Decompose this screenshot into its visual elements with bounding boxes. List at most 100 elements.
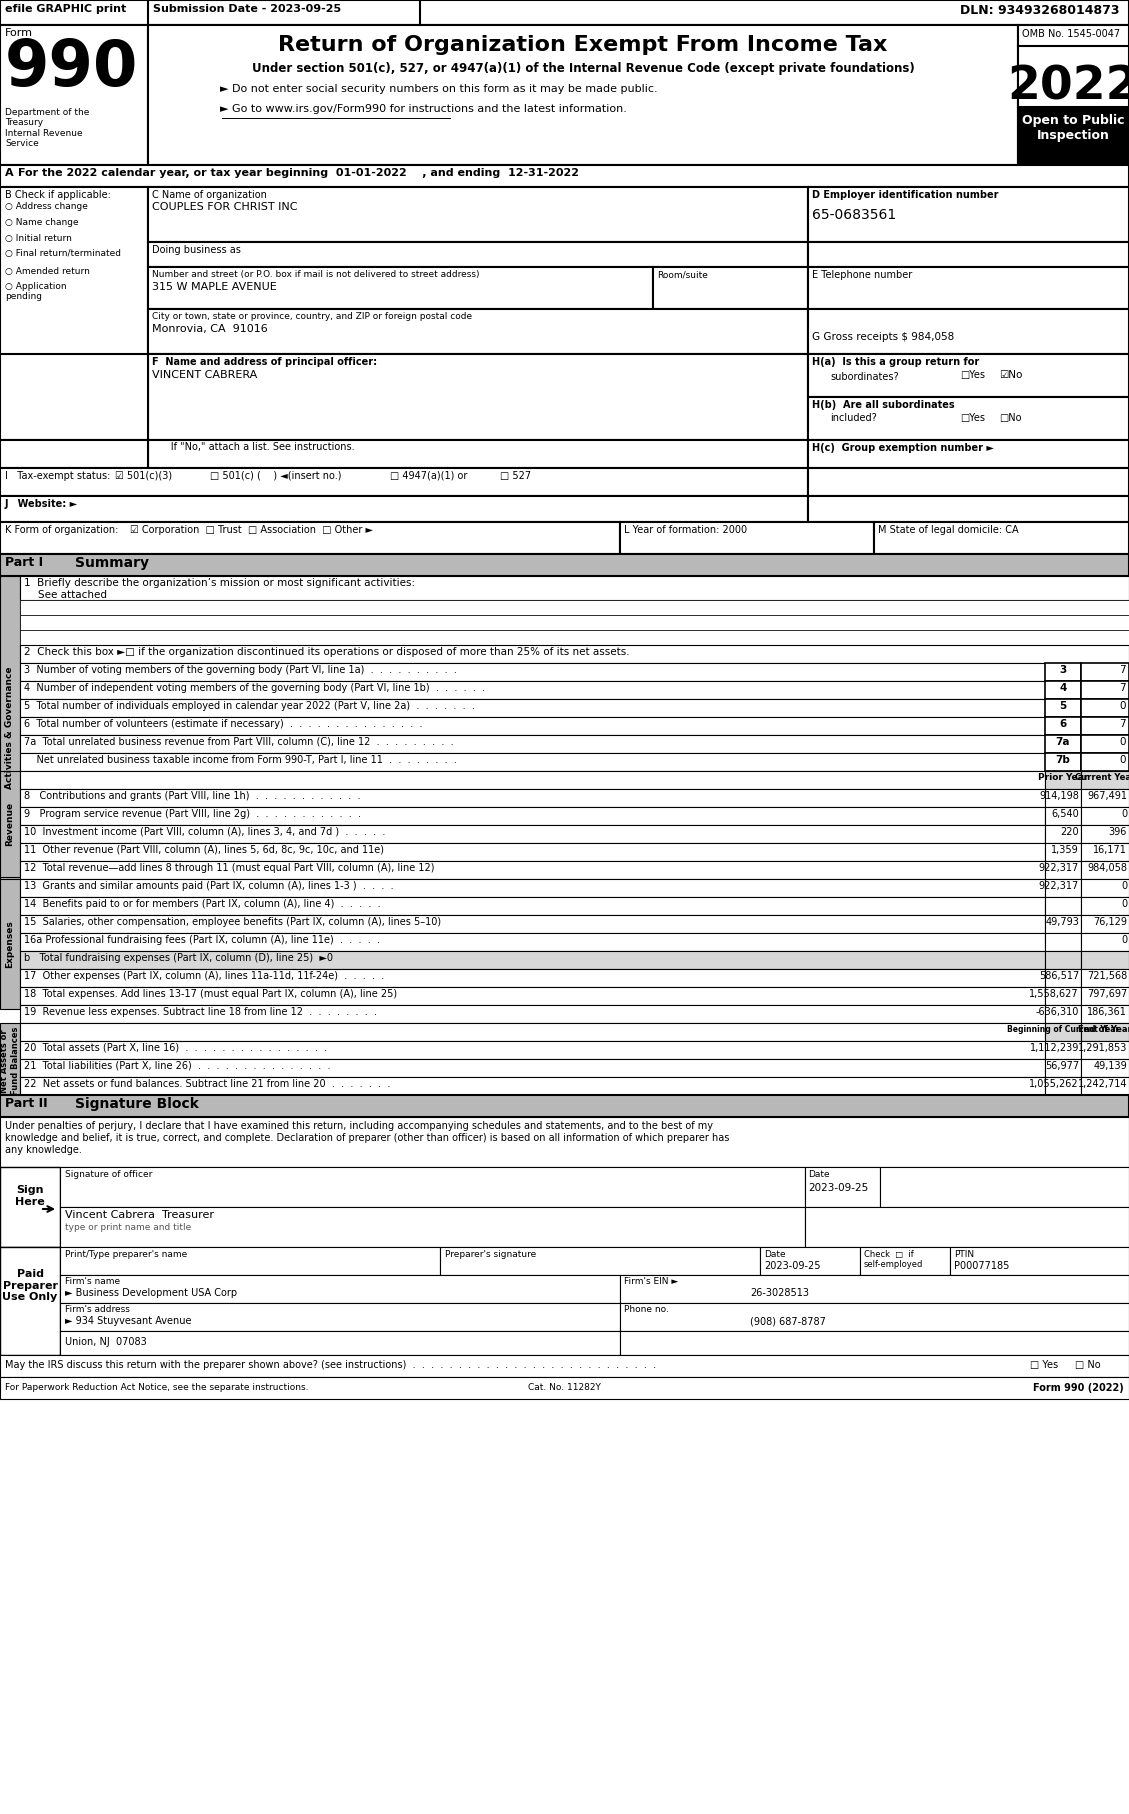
Text: 1,558,627: 1,558,627 — [1030, 989, 1079, 1000]
Text: G Gross receipts $ 984,058: G Gross receipts $ 984,058 — [812, 332, 954, 343]
Text: 76,129: 76,129 — [1093, 918, 1127, 927]
Bar — [20, 862, 1045, 880]
Text: 2023-09-25: 2023-09-25 — [764, 1261, 821, 1272]
Text: D Employer identification number: D Employer identification number — [812, 190, 998, 200]
Text: J   Website: ►: J Website: ► — [5, 499, 78, 510]
Text: 16a Professional fundraising fees (Part IX, column (A), line 11e)  .  .  .  .  .: 16a Professional fundraising fees (Part … — [24, 934, 380, 945]
Text: DLN: 93493268014873: DLN: 93493268014873 — [960, 4, 1119, 16]
Bar — [20, 969, 1045, 987]
Text: 1,112,239: 1,112,239 — [1030, 1043, 1079, 1052]
Bar — [1045, 807, 1080, 825]
Bar — [0, 577, 20, 880]
Bar — [0, 880, 20, 1009]
Text: Submission Date - 2023-09-25: Submission Date - 2023-09-25 — [154, 4, 341, 15]
Text: 7a: 7a — [1056, 736, 1070, 747]
Text: 586,517: 586,517 — [1039, 970, 1079, 981]
Text: 26-3028513: 26-3028513 — [750, 1288, 809, 1299]
Text: End of Year: End of Year — [1078, 1025, 1129, 1034]
Bar — [1080, 914, 1129, 932]
Bar — [1080, 825, 1129, 844]
Text: 7: 7 — [1119, 684, 1126, 693]
Bar — [60, 1166, 805, 1206]
Text: □ 4947(a)(1) or: □ 4947(a)(1) or — [390, 472, 467, 481]
Text: -636,310: -636,310 — [1035, 1007, 1079, 1018]
Bar — [1080, 807, 1129, 825]
Bar — [0, 1166, 60, 1246]
Bar — [148, 441, 808, 468]
Text: 49,139: 49,139 — [1093, 1061, 1127, 1070]
Bar — [1080, 789, 1129, 807]
Text: Check  □  if
self-employed: Check □ if self-employed — [864, 1250, 924, 1270]
Bar — [808, 308, 1129, 354]
Text: For Paperwork Reduction Act Notice, see the separate instructions.: For Paperwork Reduction Act Notice, see … — [5, 1382, 308, 1391]
Text: 186,361: 186,361 — [1087, 1007, 1127, 1018]
Text: 10  Investment income (Part VIII, column (A), lines 3, 4, and 7d )  .  .  .  .  : 10 Investment income (Part VIII, column … — [24, 827, 385, 836]
Text: 16,171: 16,171 — [1093, 845, 1127, 854]
Bar — [20, 629, 1129, 646]
Text: 3  Number of voting members of the governing body (Part VI, line 1a)  .  .  .  .: 3 Number of voting members of the govern… — [24, 666, 457, 675]
Text: Summary: Summary — [75, 557, 149, 570]
Bar — [1045, 914, 1080, 932]
Bar — [808, 354, 1129, 397]
Text: 922,317: 922,317 — [1039, 863, 1079, 873]
Text: P00077185: P00077185 — [954, 1261, 1009, 1272]
Bar — [1080, 1059, 1129, 1078]
Text: 0: 0 — [1120, 736, 1126, 747]
Bar — [1080, 880, 1129, 896]
Bar — [20, 825, 1045, 844]
Text: 5  Total number of individuals employed in calendar year 2022 (Part V, line 2a) : 5 Total number of individuals employed i… — [24, 700, 475, 711]
Text: ○ Application
pending: ○ Application pending — [5, 281, 67, 301]
Text: b   Total fundraising expenses (Part IX, column (D), line 25)  ►0: b Total fundraising expenses (Part IX, c… — [24, 952, 333, 963]
Text: ☑ 501(c)(3): ☑ 501(c)(3) — [115, 472, 172, 481]
Text: Date: Date — [808, 1170, 830, 1179]
Text: ○ Amended return: ○ Amended return — [5, 267, 90, 276]
Text: COUPLES FOR CHRIST INC: COUPLES FOR CHRIST INC — [152, 201, 298, 212]
Bar — [1045, 1078, 1080, 1096]
Bar — [808, 397, 1129, 441]
Bar — [1045, 662, 1080, 680]
Bar — [20, 844, 1045, 862]
Bar — [1045, 680, 1080, 698]
Bar — [20, 914, 1045, 932]
Text: Room/suite: Room/suite — [657, 270, 708, 279]
Bar — [1080, 844, 1129, 862]
Text: L Year of formation: 2000: L Year of formation: 2000 — [624, 524, 747, 535]
Text: □Yes: □Yes — [960, 370, 984, 379]
Bar — [60, 1206, 805, 1246]
Text: Preparer's signature: Preparer's signature — [445, 1250, 536, 1259]
Text: ○ Final return/terminated: ○ Final return/terminated — [5, 249, 121, 258]
Text: Firm's address: Firm's address — [65, 1304, 130, 1313]
Text: Department of the
Treasury
Internal Revenue
Service: Department of the Treasury Internal Reve… — [5, 109, 89, 149]
Text: 396: 396 — [1109, 827, 1127, 836]
Bar — [20, 577, 1129, 600]
Text: 3: 3 — [1059, 666, 1067, 675]
Text: Signature of officer: Signature of officer — [65, 1170, 152, 1179]
Bar — [808, 267, 1129, 308]
Bar — [60, 1275, 620, 1302]
Bar — [1045, 698, 1080, 717]
Bar — [20, 753, 1045, 771]
Bar — [20, 615, 1129, 629]
Bar — [148, 187, 808, 241]
Bar — [1045, 735, 1080, 753]
Bar — [1045, 771, 1080, 789]
Text: 19  Revenue less expenses. Subtract line 18 from line 12  .  .  .  .  .  .  .  .: 19 Revenue less expenses. Subtract line … — [24, 1007, 377, 1018]
Bar — [20, 1078, 1045, 1096]
Bar — [0, 495, 808, 522]
Text: 6  Total number of volunteers (estimate if necessary)  .  .  .  .  .  .  .  .  .: 6 Total number of volunteers (estimate i… — [24, 718, 422, 729]
Text: May the IRS discuss this return with the preparer shown above? (see instructions: May the IRS discuss this return with the… — [5, 1360, 656, 1370]
Bar — [0, 165, 1129, 187]
Bar — [0, 1246, 60, 1355]
Bar — [0, 354, 148, 441]
Text: 6: 6 — [1059, 718, 1067, 729]
Bar — [60, 1246, 440, 1275]
Text: 7: 7 — [1119, 666, 1126, 675]
Text: 967,491: 967,491 — [1087, 791, 1127, 802]
Text: Sign
Here: Sign Here — [15, 1185, 45, 1206]
Bar — [1045, 1005, 1080, 1023]
Text: 11  Other revenue (Part VIII, column (A), lines 5, 6d, 8c, 9c, 10c, and 11e): 11 Other revenue (Part VIII, column (A),… — [24, 845, 384, 854]
Bar — [1080, 735, 1129, 753]
Text: Monrovia, CA  91016: Monrovia, CA 91016 — [152, 325, 268, 334]
Bar — [0, 187, 148, 390]
Bar — [60, 1302, 620, 1331]
